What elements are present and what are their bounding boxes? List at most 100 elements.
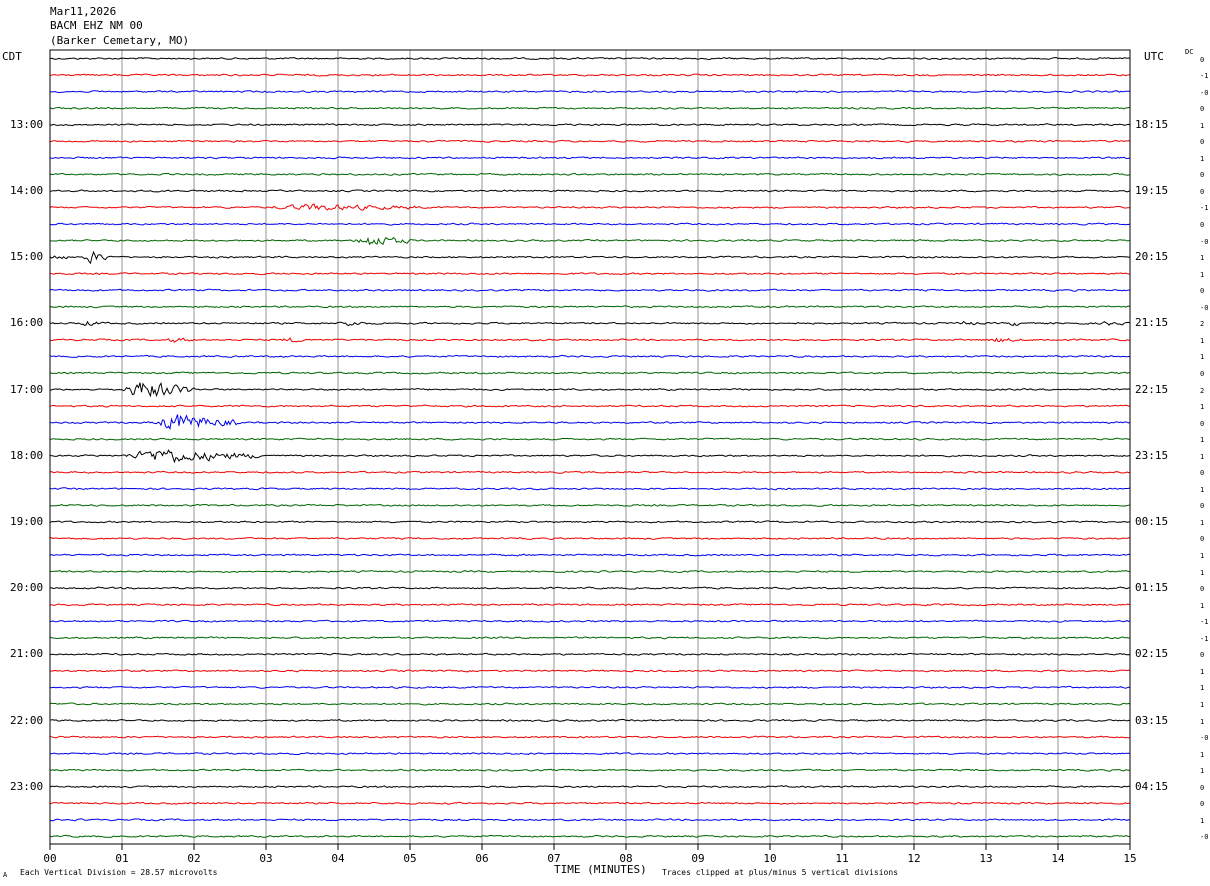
dc-offset-label: -1 [1200,204,1209,213]
trace-row-21 [49,404,1130,408]
left-hour-label: 22:00 [10,713,44,727]
trace-row-0 [49,57,1131,61]
footer-mark: A [3,871,8,879]
right-hour-label: 04:15 [1135,779,1169,793]
x-tick-label: 12 [907,852,921,865]
dc-offset-label: -1 [1200,618,1209,627]
trace-row-7 [49,172,1131,176]
trace-row-31 [49,570,1131,574]
dc-offset-label: -0 [1200,237,1209,246]
trace-row-44 [49,785,1131,789]
x-tick-label: 02 [187,852,201,865]
dc-offset-label: 2 [1200,386,1205,395]
trace-row-35 [49,636,1131,640]
right-hour-label: 20:15 [1135,250,1169,264]
trace-row-27 [49,503,1131,507]
dc-offset-label: 1 [1200,552,1205,560]
dc-offset-label: 0 [1200,502,1205,511]
left-hour-label: 21:00 [10,647,44,661]
dc-offset-label: 1 [1200,816,1205,825]
x-tick-label: 15 [1123,852,1137,865]
trace-row-38 [49,685,1131,689]
left-hour-label: 18:00 [10,448,44,462]
left-hour-label: 19:00 [10,514,44,528]
left-hour-label: 17:00 [10,382,44,396]
dc-offset-label: 1 [1200,601,1205,610]
left-hour-label: 23:00 [10,779,44,793]
right-hour-label: 23:15 [1135,448,1169,462]
trace-row-4 [49,123,1131,127]
trace-row-42 [49,752,1131,756]
trace-row-37 [50,669,1131,673]
dc-offset-label: 0 [1200,651,1205,660]
dc-offset-label: -0 [1200,734,1209,743]
location-label: (Barker Cemetary, MO) [50,34,190,47]
x-tick-label: 07 [547,852,561,865]
dc-offset-label: 1 [1200,684,1205,693]
trace-row-18 [49,354,1131,358]
dc-offset-label: 1 [1200,667,1205,676]
dc-offset-label: 0 [1200,55,1205,64]
x-tick-label: 00 [43,852,57,865]
x-tick-label: 04 [331,852,345,865]
right-hour-label: 18:15 [1135,117,1169,131]
x-tick-label: 06 [475,852,489,865]
x-tick-label: 09 [691,852,705,865]
right-hour-label: 22:15 [1135,382,1169,396]
trace-row-24 [49,449,1131,464]
dc-offset-label: 1 [1200,436,1205,445]
dc-offset-label: 1 [1200,336,1205,345]
trace-row-15 [49,305,1131,309]
trace-row-17 [49,337,1131,343]
x-tick-label: 10 [763,852,777,865]
trace-row-1 [49,73,1131,77]
trace-row-5 [49,139,1131,143]
trace-row-45 [49,801,1131,805]
x-tick-label: 13 [979,852,993,865]
trace-row-43 [49,768,1131,772]
right-hour-label: 03:15 [1135,713,1169,727]
trace-row-10 [49,222,1131,226]
x-tick-label: 05 [403,852,417,865]
station-label: BACM EHZ NM 00 [50,19,143,32]
dc-offset-label: -0 [1200,303,1209,312]
trace-row-40 [49,718,1131,723]
x-tick-label: 14 [1051,852,1065,865]
dc-offset-label: 0 [1200,369,1205,378]
dc-offset-label: 1 [1200,518,1205,527]
trace-row-3 [49,106,1131,110]
x-tick-label: 11 [835,852,849,865]
trace-row-6 [49,156,1131,160]
dc-offset-label: 0 [1200,221,1205,229]
dc-offset-label: 0 [1200,138,1205,147]
trace-row-13 [49,272,1131,276]
x-tick-label: 03 [259,852,273,865]
plot-grid [121,50,1059,844]
dc-offset-label: 2 [1200,320,1205,329]
dc-offset-label: 0 [1200,469,1205,478]
trace-row-14 [49,288,1131,292]
x-tick-label: 08 [619,852,633,865]
dc-offset-label: 1 [1200,568,1205,577]
dc-offset-label: 1 [1200,154,1205,163]
trace-row-28 [49,520,1131,524]
x-tick-label: 01 [115,852,129,865]
dc-offset-label: -1 [1200,634,1209,643]
dc-offset-label: -1 [1200,72,1209,81]
trace-row-19 [49,371,1131,375]
trace-group [49,57,1131,838]
trace-row-9 [49,203,1131,211]
dc-offset-label: 0 [1200,171,1205,180]
trace-row-41 [49,735,1131,739]
left-hour-label: 15:00 [10,250,44,264]
right-hour-label: 02:15 [1135,647,1169,661]
trace-row-46 [49,818,1131,822]
timezone-left-label: CDT [2,50,22,63]
dc-offset-label: 0 [1200,535,1205,544]
dc-offset-label: 0 [1200,105,1205,114]
trace-row-34 [50,619,1131,623]
dc-offset-label: 1 [1200,353,1205,362]
scale-footnote: Each Vertical Division = 28.57 microvolt… [20,868,218,877]
dc-header-label: DC [1185,48,1194,56]
